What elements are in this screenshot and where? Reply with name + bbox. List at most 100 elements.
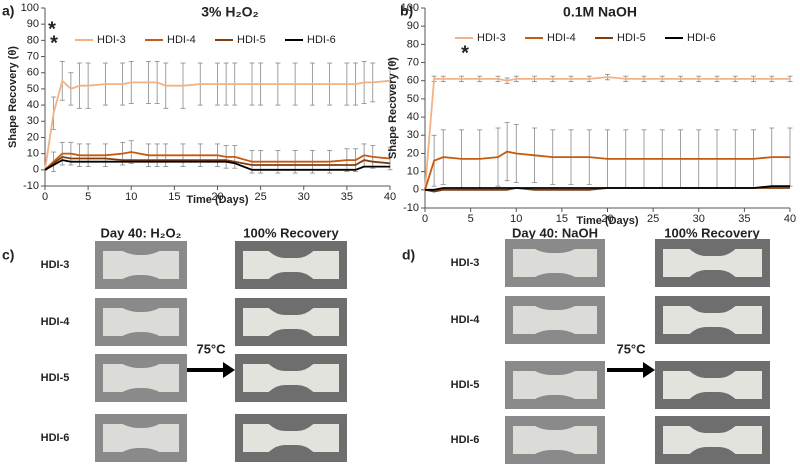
legend-label: HDI-5 xyxy=(617,32,646,44)
y-tick-label: 10 xyxy=(27,148,39,160)
x-tick-label: 0 xyxy=(422,213,428,225)
x-tick-label: 35 xyxy=(341,191,353,203)
x-tick-label: 25 xyxy=(255,191,267,203)
arrow-head xyxy=(223,362,235,378)
legend-label: HDI-4 xyxy=(167,34,196,46)
sample-specimen xyxy=(513,371,597,399)
legend-label: HDI-6 xyxy=(687,32,716,44)
photo-title: 100% Recovery xyxy=(243,225,339,240)
y-tick-label: 10 xyxy=(407,166,419,178)
x-axis-label: Time (Days) xyxy=(186,194,248,206)
y-tick-label: 50 xyxy=(407,93,419,105)
sample-specimen xyxy=(243,251,339,279)
row-label: HDI-6 xyxy=(41,432,70,444)
sample-specimen xyxy=(243,424,339,452)
row-label: HDI-5 xyxy=(451,379,480,391)
y-tick-label: 40 xyxy=(27,99,39,111)
row-label: HDI-5 xyxy=(41,372,70,384)
row-label: HDI-4 xyxy=(451,314,481,326)
row-label: HDI-3 xyxy=(41,259,70,271)
y-tick-label: 90 xyxy=(27,18,39,30)
arrow-head xyxy=(643,362,655,378)
series-line xyxy=(44,79,391,170)
x-axis-label: Time (Days) xyxy=(576,215,638,227)
panel-label: c) xyxy=(2,247,14,263)
sample-specimen xyxy=(103,308,179,336)
y-tick-label: 60 xyxy=(27,67,39,79)
panel-label: a) xyxy=(2,3,14,19)
sample-specimen xyxy=(663,426,762,454)
panel-label: d) xyxy=(402,247,415,263)
photo-title: 100% Recovery xyxy=(664,225,760,240)
series-line xyxy=(425,185,790,191)
sample-specimen xyxy=(513,306,597,334)
y-tick-label: 0 xyxy=(33,164,39,176)
row-label: HDI-4 xyxy=(41,316,71,328)
x-tick-label: 40 xyxy=(384,191,396,203)
x-tick-label: 20 xyxy=(601,213,613,225)
x-tick-label: 15 xyxy=(168,191,180,203)
series-line xyxy=(44,159,390,171)
chart-title: 3% H₂O₂ xyxy=(201,4,259,20)
photo-title: Day 40: H₂O₂ xyxy=(101,225,182,240)
series-line xyxy=(424,150,790,191)
y-tick-label: 0 xyxy=(413,184,419,196)
annotation: * xyxy=(48,18,56,40)
y-tick-label: 20 xyxy=(407,147,419,159)
panel-label: b) xyxy=(400,3,413,19)
sample-specimen xyxy=(513,249,597,277)
x-tick-label: 15 xyxy=(556,213,568,225)
y-tick-label: 60 xyxy=(407,75,419,87)
y-tick-label: 80 xyxy=(407,38,419,50)
series-line xyxy=(44,155,391,171)
y-tick-label: 20 xyxy=(27,131,39,143)
y-axis-label: Shape Recovery (θ) xyxy=(7,46,19,148)
legend-label: HDI-3 xyxy=(477,32,506,44)
y-tick-label: 90 xyxy=(407,20,419,32)
y-tick-label: -10 xyxy=(23,180,39,192)
y-tick-label: 30 xyxy=(407,129,419,141)
legend-label: HDI-3 xyxy=(97,34,126,46)
x-tick-label: 5 xyxy=(468,213,474,225)
y-tick-label: 70 xyxy=(27,50,39,62)
x-tick-label: 30 xyxy=(693,213,705,225)
annotation: * xyxy=(50,32,58,54)
sample-specimen xyxy=(103,424,179,452)
sample-specimen xyxy=(663,371,762,399)
x-tick-label: 30 xyxy=(298,191,310,203)
x-tick-label: 40 xyxy=(784,213,796,225)
y-tick-label: 100 xyxy=(401,2,419,14)
sample-specimen xyxy=(513,426,597,454)
y-tick-label: 100 xyxy=(21,2,39,14)
y-tick-label: 70 xyxy=(407,56,419,68)
y-tick-label: 40 xyxy=(407,111,419,123)
photo-title: Day 40: NaOH xyxy=(512,225,598,240)
series-line xyxy=(44,151,391,171)
series-line xyxy=(424,76,790,190)
x-tick-label: 5 xyxy=(85,191,91,203)
x-tick-label: 25 xyxy=(647,213,659,225)
x-tick-label: 0 xyxy=(42,191,48,203)
sample-specimen xyxy=(103,364,179,392)
sample-specimen xyxy=(663,306,762,334)
x-tick-label: 20 xyxy=(211,191,223,203)
x-tick-label: 10 xyxy=(125,191,137,203)
y-tick-label: -10 xyxy=(403,202,419,214)
sample-specimen xyxy=(243,364,339,392)
y-tick-label: 50 xyxy=(27,83,39,95)
sample-specimen xyxy=(663,249,762,277)
row-label: HDI-6 xyxy=(451,434,480,446)
x-tick-label: 35 xyxy=(738,213,750,225)
chart-title: 0.1M NaOH xyxy=(563,4,637,20)
legend-label: HDI-4 xyxy=(547,32,576,44)
y-tick-label: 30 xyxy=(27,115,39,127)
y-tick-label: 80 xyxy=(27,34,39,46)
legend-label: HDI-5 xyxy=(237,34,266,46)
temperature-label: 75°C xyxy=(196,341,226,356)
row-label: HDI-3 xyxy=(451,257,480,269)
temperature-label: 75°C xyxy=(616,341,646,356)
sample-specimen xyxy=(243,308,339,336)
x-tick-label: 10 xyxy=(510,213,522,225)
sample-specimen xyxy=(103,251,179,279)
